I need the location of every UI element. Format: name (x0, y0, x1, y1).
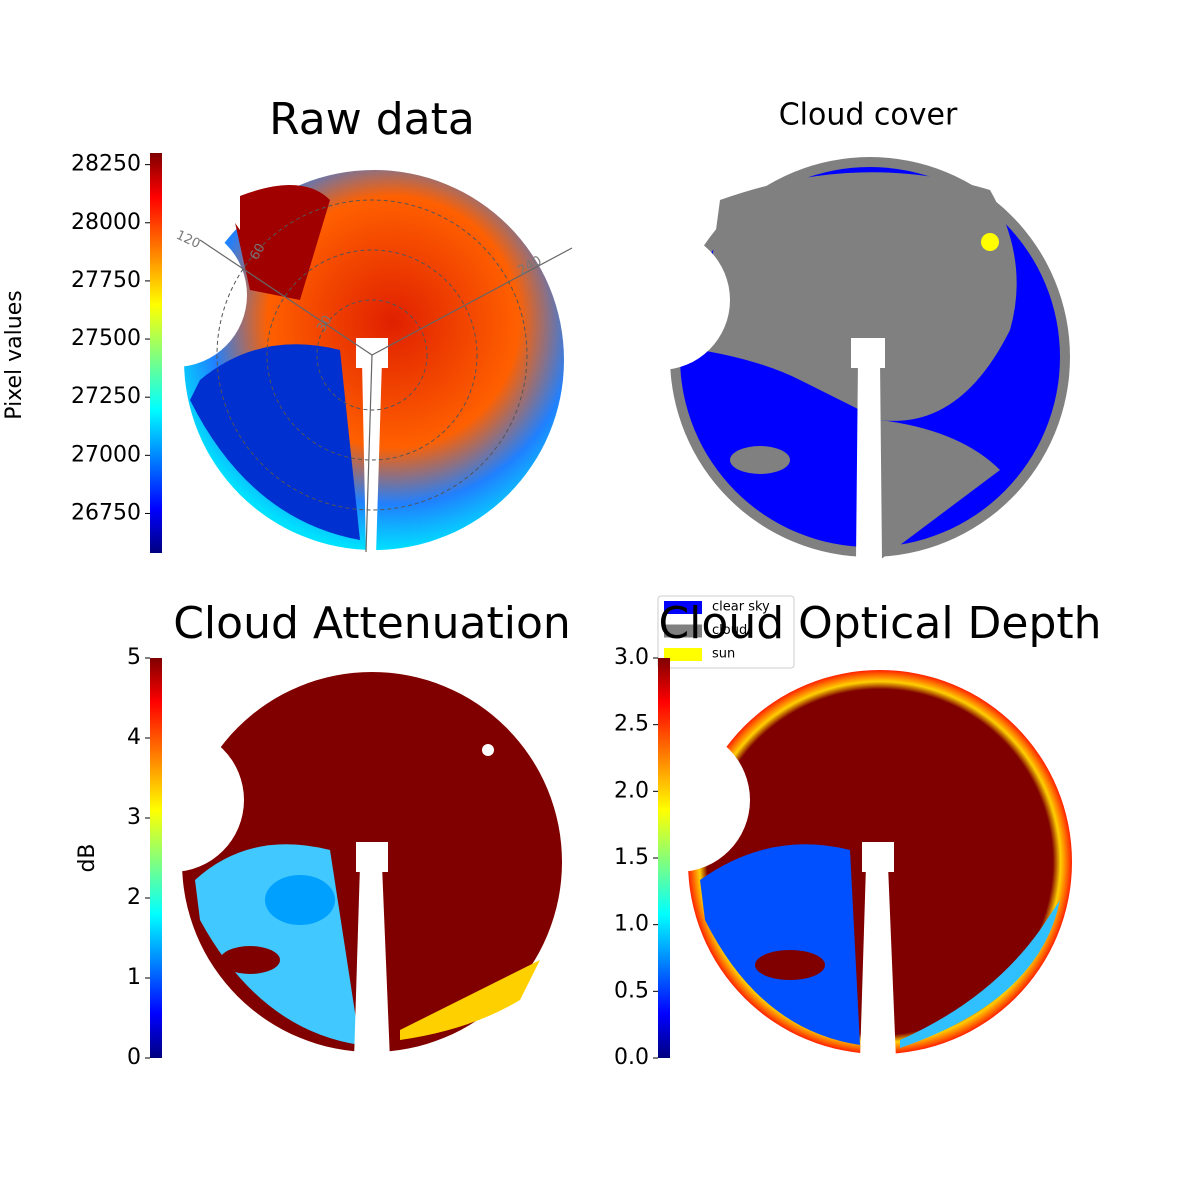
colorbar (658, 658, 670, 1058)
colorbar (150, 153, 162, 553)
colorbar-tick-label: 5 (127, 645, 141, 670)
legend-label: clear sky (712, 600, 770, 615)
colorbar-tick-label: 1 (127, 965, 141, 990)
chart-title: Cloud Attenuation (173, 598, 571, 649)
colorbar-label: Pixel values (2, 290, 27, 419)
colorbar-tick-label: 27000 (71, 442, 141, 467)
colorbar-tick-label: 0.0 (614, 1045, 649, 1070)
cloud-cover-image (590, 157, 1070, 560)
colorbar-tick-label: 4 (127, 725, 141, 750)
polar-annotation: 30 (314, 313, 335, 335)
legend-swatch (664, 601, 702, 614)
colorbar-tick-label: 27250 (71, 384, 141, 409)
chart-title: Raw data (269, 94, 475, 145)
colorbar-label: dB (75, 843, 100, 872)
legend-label: cloud (712, 623, 747, 638)
colorbar-tick-label: 27500 (71, 326, 141, 351)
raw-image (103, 170, 573, 555)
colorbar-tick-label: 28000 (71, 210, 141, 235)
legend: clear sky cloud sun (657, 595, 795, 669)
colorbar-tick-label: 27750 (71, 268, 141, 293)
colorbar-tick-label: 2.5 (614, 712, 649, 737)
colorbar-tick-label: 2.0 (614, 778, 649, 803)
colorbar-tick-label: 3.0 (614, 645, 649, 670)
colorbar (150, 658, 162, 1058)
legend-swatch (664, 648, 702, 661)
chart-title: Cloud Optical Depth (658, 598, 1101, 649)
cod-image (606, 670, 1072, 1060)
attenuation-image (100, 672, 562, 1060)
colorbar-tick-label: 0 (127, 1045, 141, 1070)
colorbar-tick-label: 2 (127, 885, 141, 910)
legend-swatch (664, 624, 702, 638)
colorbar-tick-label: 1.0 (614, 912, 649, 937)
colorbar-tick-label: 0.5 (614, 978, 649, 1003)
colorbar-tick-label: 1.5 (614, 845, 649, 870)
chart-title: Cloud cover (779, 98, 958, 133)
colorbar-tick-label: 28250 (71, 152, 141, 177)
colorbar-tick-label: 3 (127, 805, 141, 830)
legend-label: sun (712, 647, 735, 662)
colorbar-tick-label: 26750 (71, 500, 141, 525)
polar-annotation: 60 (247, 241, 268, 263)
